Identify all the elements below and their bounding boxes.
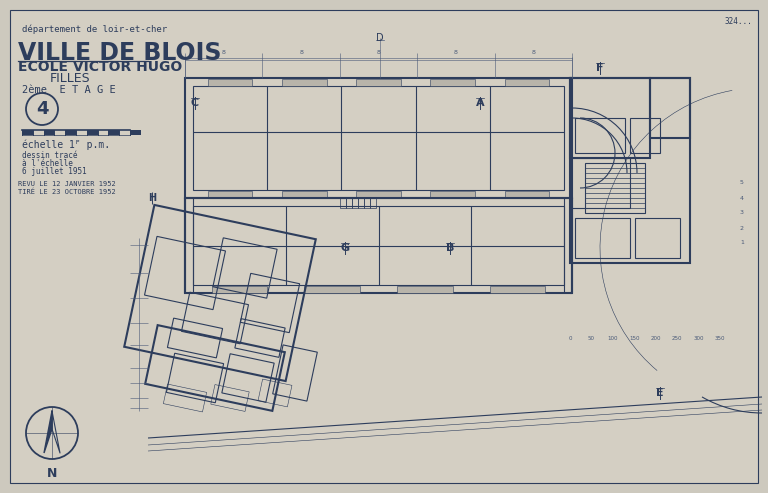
Text: 324...: 324... (724, 17, 752, 26)
Text: C: C (191, 98, 199, 108)
Text: B: B (445, 243, 454, 253)
Bar (340, 198, 346, 208)
Text: 8: 8 (531, 50, 535, 55)
Text: REVU LE 12 JANVIER 1952: REVU LE 12 JANVIER 1952 (18, 181, 116, 187)
Bar (44, 130, 55, 135)
Bar (505, 191, 549, 198)
Bar (358, 198, 364, 208)
Text: VILLE DE BLOIS: VILLE DE BLOIS (18, 41, 221, 65)
Bar (65, 130, 76, 135)
Bar (635, 218, 680, 258)
Bar (193, 86, 564, 190)
Bar (193, 206, 564, 285)
Bar (108, 130, 119, 135)
Polygon shape (44, 411, 52, 453)
Text: 8: 8 (222, 50, 226, 55)
Bar (282, 191, 326, 198)
Bar (430, 191, 475, 198)
Bar (575, 218, 630, 258)
Bar (22, 130, 33, 135)
Text: G: G (340, 243, 349, 253)
Bar (570, 158, 630, 208)
Bar (650, 78, 690, 138)
Text: TIRÉ LE 23 OCTOBRE 1952: TIRÉ LE 23 OCTOBRE 1952 (18, 189, 116, 196)
Text: ECOLE VICTOR HUGO: ECOLE VICTOR HUGO (18, 60, 182, 74)
Text: à l'échelle: à l'échelle (22, 159, 73, 168)
Text: 100: 100 (607, 336, 618, 341)
Bar (346, 198, 352, 208)
Text: D: D (376, 33, 384, 43)
Text: H: H (148, 193, 156, 203)
Text: 6 juillet 1951: 6 juillet 1951 (22, 167, 87, 176)
Bar (490, 286, 545, 293)
Bar (208, 79, 253, 86)
Bar (282, 79, 326, 86)
Text: 8: 8 (300, 50, 303, 55)
Bar (304, 286, 360, 293)
Text: 200: 200 (650, 336, 661, 341)
Text: 5: 5 (740, 180, 744, 185)
Bar (585, 163, 645, 213)
Bar (397, 286, 452, 293)
Text: 8: 8 (376, 50, 380, 55)
Bar (211, 286, 267, 293)
Text: département de loir-et-cher: département de loir-et-cher (22, 25, 167, 35)
Bar (630, 118, 660, 153)
Bar (356, 79, 401, 86)
Bar (130, 130, 141, 135)
Bar (370, 198, 376, 208)
Text: 0: 0 (568, 336, 571, 341)
Text: dessin tracé: dessin tracé (22, 151, 78, 160)
Bar (364, 198, 370, 208)
Text: 4: 4 (36, 100, 48, 118)
Bar (505, 79, 549, 86)
Text: E: E (656, 388, 664, 398)
Bar (575, 118, 625, 153)
Text: échelle 1ᴾ p.m.: échelle 1ᴾ p.m. (22, 139, 110, 149)
Text: 2ème  E T A G E: 2ème E T A G E (22, 85, 116, 95)
Bar (87, 130, 98, 135)
Bar (208, 191, 253, 198)
Text: A: A (475, 98, 485, 108)
Text: 300: 300 (694, 336, 703, 341)
Bar (570, 78, 690, 263)
Bar (570, 78, 650, 158)
Text: 150: 150 (629, 336, 640, 341)
Bar (185, 78, 572, 198)
Bar (185, 198, 572, 293)
Bar (430, 79, 475, 86)
Text: F: F (596, 63, 604, 73)
Text: FILLES: FILLES (50, 72, 91, 85)
Text: 4: 4 (740, 196, 744, 201)
Text: 50: 50 (588, 336, 595, 341)
Text: 250: 250 (672, 336, 683, 341)
Text: 8: 8 (454, 50, 458, 55)
Bar (352, 198, 358, 208)
Text: 1: 1 (740, 241, 744, 246)
Text: 350: 350 (715, 336, 725, 341)
Bar (356, 191, 401, 198)
Text: 3: 3 (740, 211, 744, 215)
Text: 2: 2 (740, 225, 744, 231)
Text: N: N (47, 467, 57, 480)
